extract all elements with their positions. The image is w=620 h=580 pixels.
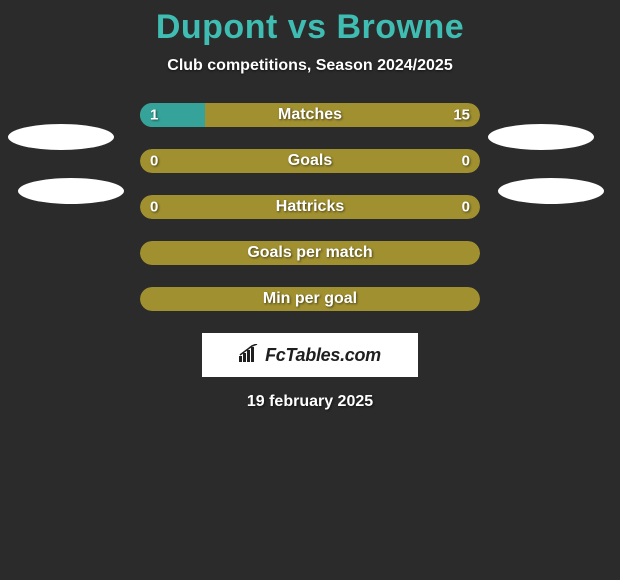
page-title: Dupont vs Browne xyxy=(0,8,620,47)
brand-box: FcTables.com xyxy=(202,333,418,377)
comparison-card: Dupont vs Browne Club competitions, Seas… xyxy=(0,0,620,411)
date-label: 19 february 2025 xyxy=(0,393,620,411)
stat-value-right: 0 xyxy=(462,153,470,170)
stat-row: Min per goal xyxy=(140,287,480,311)
stat-value-right: 15 xyxy=(453,107,470,124)
chart-icon xyxy=(239,344,261,367)
stat-row: Goals per match xyxy=(140,241,480,265)
stat-row: 0 0 Goals xyxy=(140,149,480,173)
subtitle: Club competitions, Season 2024/2025 xyxy=(0,57,620,75)
stat-label: Hattricks xyxy=(276,198,344,216)
player-avatar-oval xyxy=(8,124,114,150)
stat-value-left: 0 xyxy=(150,199,158,216)
stat-label: Matches xyxy=(278,106,342,124)
stat-value-left: 1 xyxy=(150,107,158,124)
stat-value-right: 0 xyxy=(462,199,470,216)
stat-label: Goals per match xyxy=(247,244,372,262)
player-avatar-oval xyxy=(18,178,124,204)
brand-text: FcTables.com xyxy=(265,345,381,366)
stat-label: Min per goal xyxy=(263,290,357,308)
stat-row: 0 0 Hattricks xyxy=(140,195,480,219)
stat-label: Goals xyxy=(288,152,332,170)
player-avatar-oval xyxy=(488,124,594,150)
stat-value-left: 0 xyxy=(150,153,158,170)
player-avatar-oval xyxy=(498,178,604,204)
stat-row: 1 15 Matches xyxy=(140,103,480,127)
brand-label: FcTables.com xyxy=(239,344,381,367)
